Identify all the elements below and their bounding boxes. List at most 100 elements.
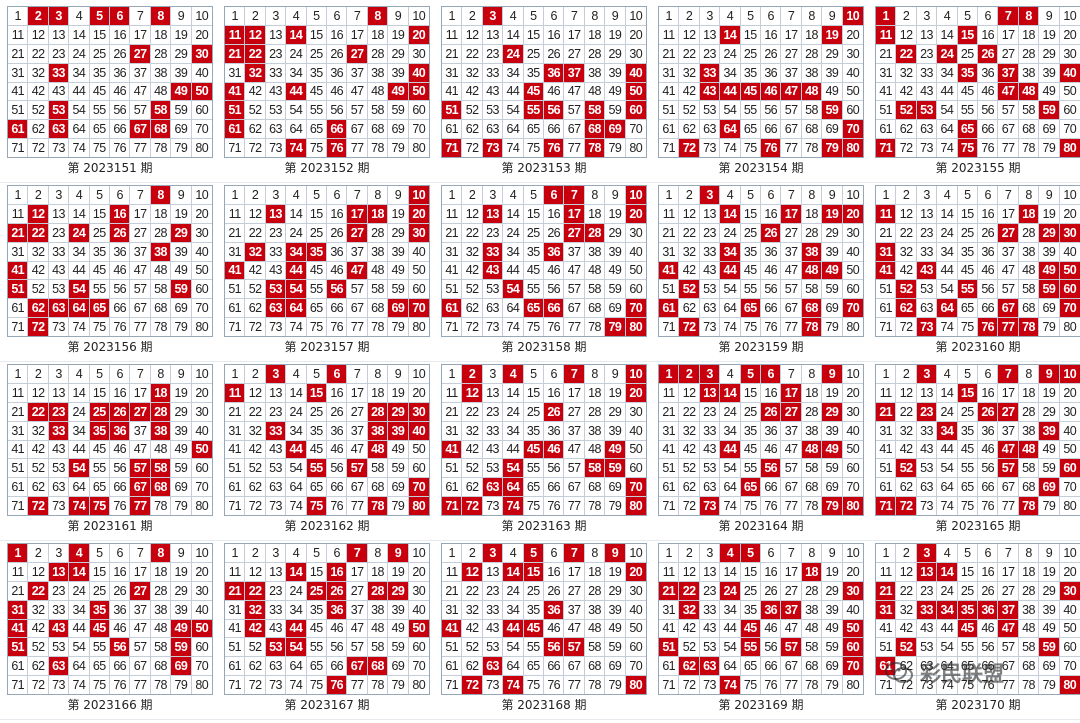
number-cell: 39	[822, 242, 843, 262]
number-cell: 54	[937, 101, 958, 121]
number-cell: 16	[543, 204, 565, 224]
number-cell: 5	[740, 186, 761, 205]
drawn-number-cell: 61	[876, 657, 897, 677]
number-cell: 10	[191, 186, 212, 205]
number-cell: 38	[1018, 63, 1040, 83]
drawn-number-cell: 60	[842, 638, 863, 658]
number-cell: 36	[977, 63, 999, 83]
drawn-number-cell: 53	[265, 638, 287, 658]
number-cell: 33	[916, 242, 938, 262]
number-grid: 1 2 3 4 5 6 7 8 9 10 11 12 13 14 15 16 17 18 19 20 21 22 23 24 2…	[875, 6, 1080, 158]
number-cell: 62	[462, 299, 483, 319]
drawn-number-cell: 70	[408, 299, 429, 319]
number-cell: 34	[720, 63, 741, 83]
number-cell: 15	[740, 25, 761, 45]
drawn-number-cell: 33	[916, 600, 938, 620]
number-cell: 47	[347, 440, 368, 460]
number-cell: 11	[876, 562, 897, 582]
draw-panel: 1 2 3 4 5 6 7 8 9 10 11 12 13 14 15 16 17 18 19 20 21 22 23 24 2…	[224, 185, 430, 357]
number-cell: 76	[978, 676, 999, 694]
number-cell: 9	[388, 365, 409, 384]
number-cell: 73	[49, 318, 70, 336]
drawn-number-cell: 43	[48, 619, 70, 639]
number-cell: 72	[245, 676, 266, 694]
drawn-number-cell: 75	[89, 497, 110, 515]
number-cell: 31	[442, 600, 463, 620]
number-cell: 14	[286, 383, 307, 403]
drawn-number-cell: 48	[1018, 440, 1040, 460]
drawn-number-cell: 40	[625, 63, 646, 83]
drawn-number-cell: 59	[1039, 280, 1060, 300]
number-cell: 64	[286, 120, 307, 140]
drawn-number-cell: 60	[1059, 280, 1080, 300]
draw-panel: 1 2 3 4 5 6 7 8 9 10 11 12 13 14 15 16 17 18 19 20 21 22 23 24 2…	[658, 185, 864, 357]
drawn-number-cell: 73	[482, 139, 504, 157]
number-cell: 38	[150, 600, 172, 620]
drawn-number-cell: 67	[347, 657, 368, 677]
number-cell: 2	[462, 544, 483, 563]
number-cell: 6	[109, 544, 131, 563]
number-cell: 15	[523, 204, 544, 224]
number-cell: 41	[659, 82, 680, 102]
number-cell: 19	[388, 204, 409, 224]
drawn-number-cell: 65	[523, 299, 544, 319]
number-cell: 69	[388, 478, 409, 498]
number-cell: 5	[306, 7, 327, 26]
number-cell: 78	[368, 139, 389, 157]
number-cell: 22	[245, 223, 266, 243]
number-cell: 70	[191, 478, 212, 498]
number-cell: 36	[977, 242, 999, 262]
drawn-number-cell: 13	[48, 562, 70, 582]
drawn-number-cell: 59	[1039, 101, 1060, 121]
number-cell: 25	[957, 44, 978, 64]
number-cell: 68	[367, 478, 389, 498]
drawn-number-cell: 76	[543, 139, 565, 157]
number-cell: 7	[347, 365, 368, 384]
drawn-number-cell: 23	[916, 402, 938, 422]
number-cell: 11	[659, 204, 680, 224]
number-cell: 70	[1059, 657, 1080, 677]
number-cell: 19	[388, 562, 409, 582]
number-cell: 69	[822, 120, 843, 140]
number-cell: 24	[69, 44, 90, 64]
number-cell: 13	[699, 562, 721, 582]
number-cell: 14	[69, 383, 90, 403]
number-cell: 10	[1059, 544, 1080, 563]
number-cell: 80	[412, 141, 426, 156]
number-cell: 65	[740, 657, 761, 677]
number-cell: 58	[1018, 459, 1040, 479]
number-cell: 20	[191, 26, 212, 45]
number-cell: 38	[584, 63, 606, 83]
drawn-number-cell: 65	[89, 299, 110, 319]
number-cell: 36	[977, 421, 999, 441]
drawn-number-cell: 14	[286, 562, 307, 582]
drawn-number-cell: 16	[326, 562, 348, 582]
drawn-number-cell: 28	[150, 402, 172, 422]
draw-issue-label: 第 2023155 期	[935, 161, 1021, 175]
number-cell: 35	[523, 242, 544, 262]
drawn-number-cell: 5	[89, 7, 110, 26]
number-cell: 58	[584, 280, 606, 300]
drawn-number-cell: 7	[564, 186, 585, 205]
number-cell: 10	[408, 544, 429, 563]
number-cell: 1	[876, 544, 897, 563]
number-cell: 61	[659, 657, 680, 677]
number-cell: 30	[191, 582, 212, 601]
number-cell: 63	[699, 478, 721, 498]
number-cell: 63	[916, 299, 938, 319]
number-cell: 79	[171, 139, 192, 157]
drawn-number-cell: 3	[699, 186, 721, 205]
number-cell: 52	[28, 101, 49, 121]
number-cell: 43	[916, 82, 938, 102]
drawn-number-cell: 69	[388, 299, 409, 319]
drawn-number-cell: 9	[605, 544, 626, 563]
number-cell: 37	[347, 600, 368, 620]
number-cell: 47	[564, 440, 585, 460]
drawn-number-cell: 59	[171, 280, 192, 300]
number-cell: 4	[937, 186, 958, 205]
number-cell: 24	[503, 223, 524, 243]
number-cell: 30	[625, 403, 646, 422]
drawn-number-cell: 2	[679, 365, 700, 384]
number-cell: 42	[679, 619, 700, 639]
number-cell: 3	[916, 186, 938, 205]
